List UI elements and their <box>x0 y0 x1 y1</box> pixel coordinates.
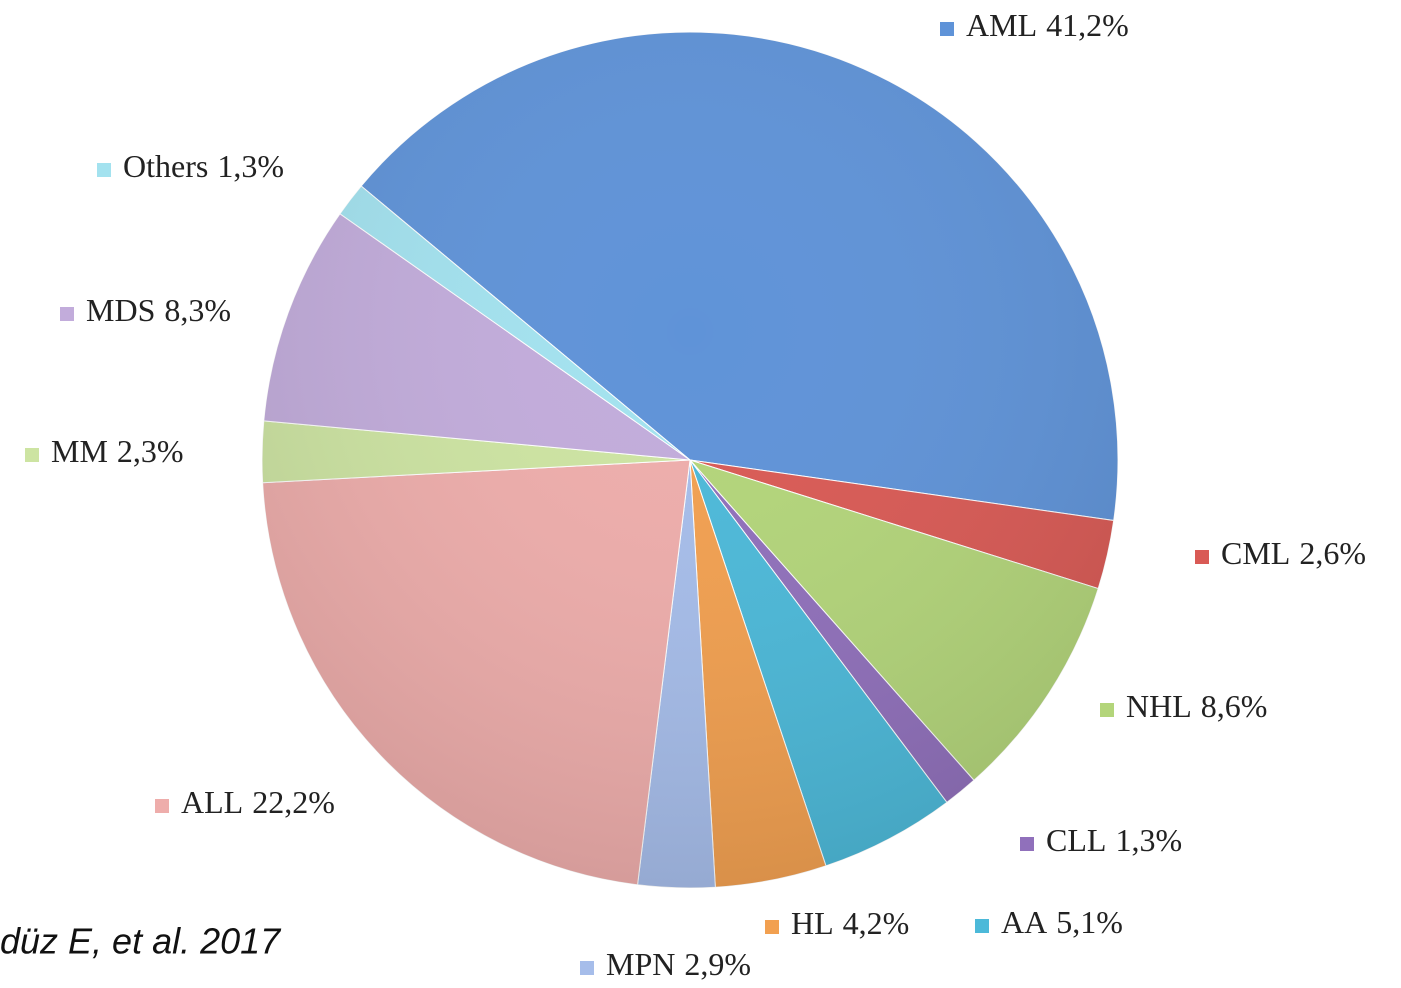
legend-value: 5,1% <box>1056 904 1123 940</box>
legend-value: 8,6% <box>1201 688 1268 724</box>
legend-value: 1,3% <box>1115 822 1182 858</box>
pie-slice <box>262 459 691 886</box>
legend-category: MM <box>51 433 108 469</box>
legend-value: 2,6% <box>1299 535 1366 571</box>
legend-value: 2,3% <box>117 433 184 469</box>
legend-label: AML 41,2% <box>966 7 1129 43</box>
legend-category: HL <box>791 905 834 941</box>
legend-value: 4,2% <box>843 905 910 941</box>
legend-swatch <box>1020 837 1034 851</box>
legend-label: AA 5,1% <box>1001 904 1123 940</box>
legend-category: NHL <box>1126 688 1192 724</box>
legend-swatch <box>155 799 169 813</box>
legend-category: CML <box>1221 535 1290 571</box>
legend-label: MPN 2,9% <box>606 946 751 982</box>
legend-category: MPN <box>606 946 675 982</box>
legend-category: AML <box>966 7 1037 43</box>
pie <box>261 31 1119 889</box>
legend-value: 22,2% <box>252 784 335 820</box>
legend-swatch <box>580 961 594 975</box>
legend-label: MDS 8,3% <box>86 292 231 328</box>
legend-value: 41,2% <box>1046 7 1129 43</box>
legend-value: 1,3% <box>217 148 284 184</box>
legend-label: Others 1,3% <box>123 148 284 184</box>
legend-swatch <box>25 448 39 462</box>
legend-category: CLL <box>1046 822 1106 858</box>
legend-category: Others <box>123 148 208 184</box>
legend-label: MM 2,3% <box>51 433 184 469</box>
legend-swatch <box>940 22 954 36</box>
legend-value: 8,3% <box>164 292 231 328</box>
legend-label: NHL 8,6% <box>1126 688 1267 724</box>
legend-label: HL 4,2% <box>791 905 909 941</box>
legend-category: AA <box>1001 904 1047 940</box>
legend-swatch <box>97 163 111 177</box>
legend-category: MDS <box>86 292 155 328</box>
legend-label: ALL 22,2% <box>181 784 335 820</box>
legend-swatch <box>975 919 989 933</box>
legend-swatch <box>1195 550 1209 564</box>
legend-swatch <box>1100 703 1114 717</box>
annotation: düz E, et al. 2017 <box>0 921 282 962</box>
legend-label: CML 2,6% <box>1221 535 1366 571</box>
legend-swatch <box>765 920 779 934</box>
legend-value: 2,9% <box>684 946 751 982</box>
legend-swatch <box>60 307 74 321</box>
legend-category: ALL <box>181 784 243 820</box>
legend-label: CLL 1,3% <box>1046 822 1182 858</box>
